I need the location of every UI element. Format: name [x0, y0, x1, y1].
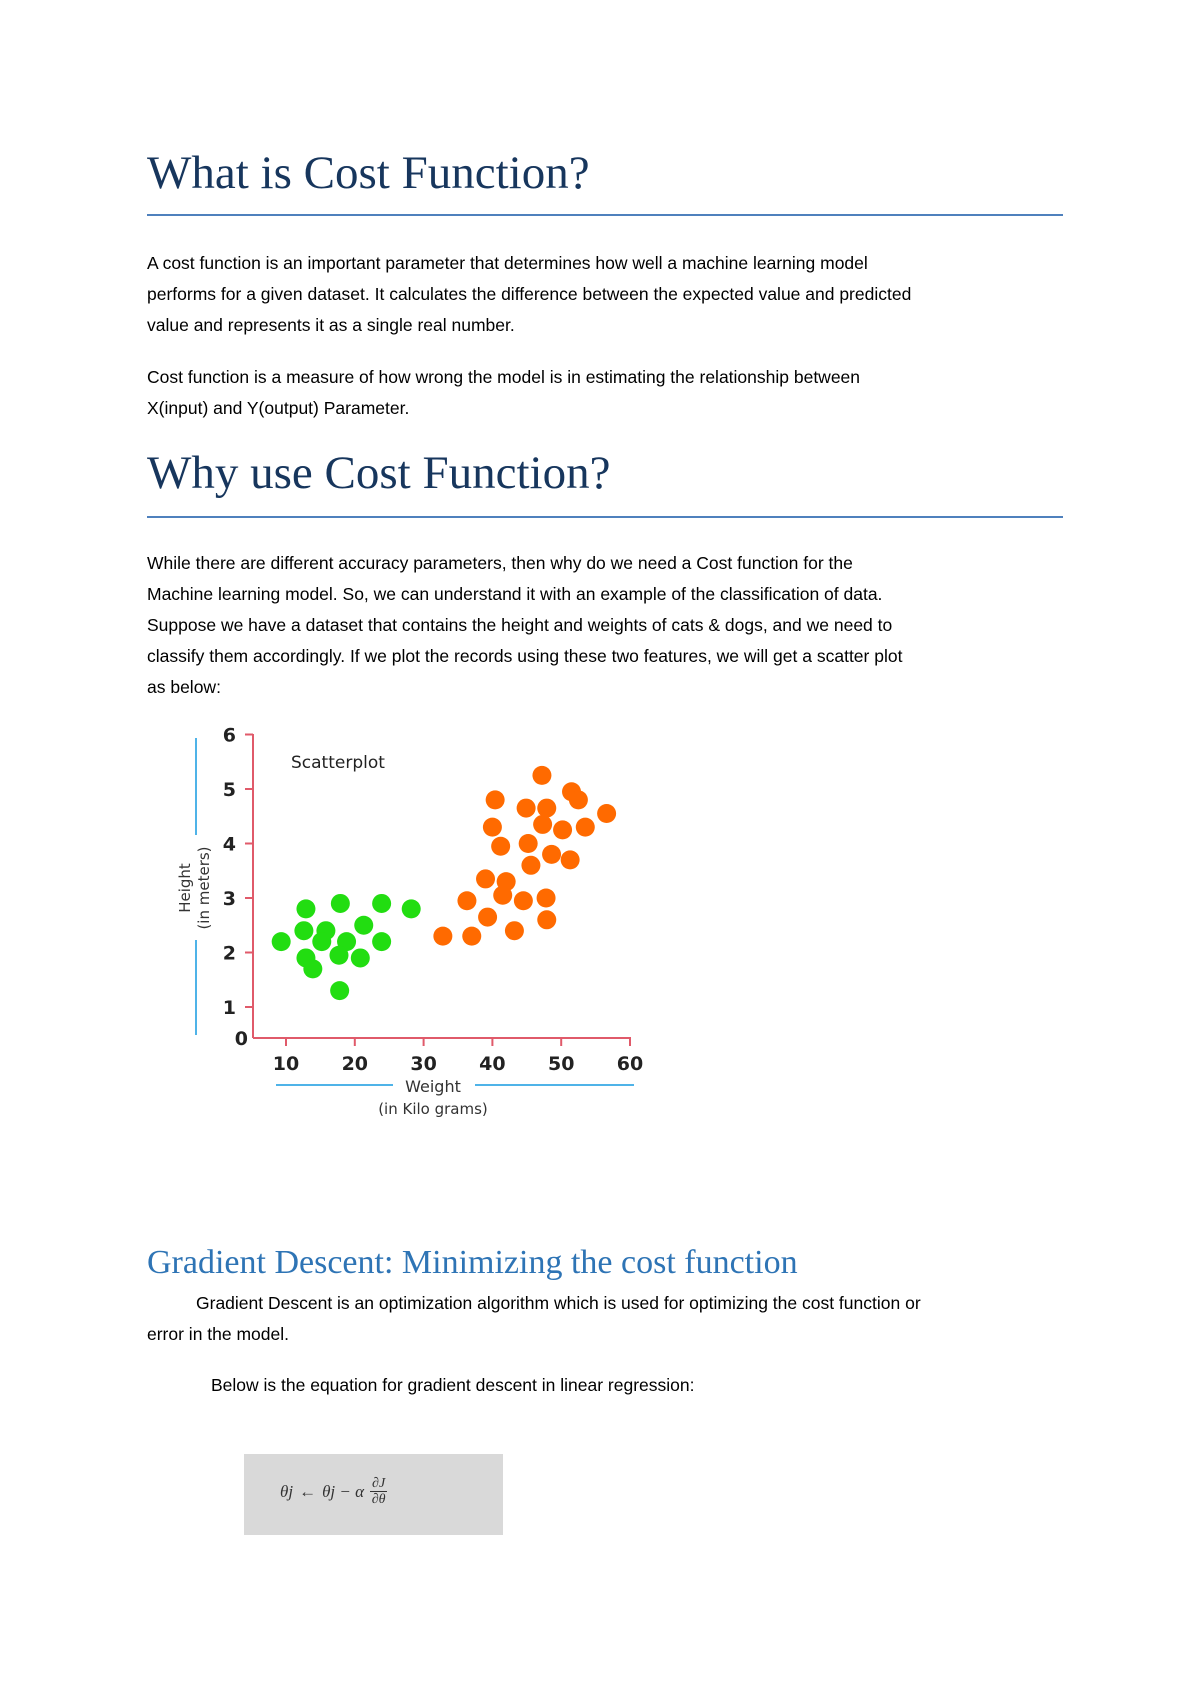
y-tick-label: 2 — [223, 943, 236, 965]
text-line: While there are different accuracy param… — [147, 553, 853, 573]
paragraph-why: While there are different accuracy param… — [147, 548, 902, 703]
paragraph-definition: A cost function is an important paramete… — [147, 248, 911, 341]
text-line: A cost function is an important paramete… — [147, 253, 868, 273]
data-point-green — [330, 893, 350, 913]
data-point-orange — [482, 817, 502, 837]
paragraph-measure: Cost function is a measure of how wrong … — [147, 362, 860, 424]
data-point-green — [372, 893, 392, 913]
data-point-green — [372, 932, 392, 952]
equation-assign: ← — [299, 1481, 317, 1501]
data-point-green — [330, 981, 350, 1001]
x-axis-sublabel: (in Kilo grams) — [378, 1100, 488, 1118]
paragraph-gradient: Gradient Descent is an optimization algo… — [147, 1288, 921, 1350]
text-line: classify them accordingly. If we plot th… — [147, 646, 903, 666]
data-point-orange — [542, 844, 562, 864]
heading-rule — [147, 516, 1063, 518]
x-tick-label: 20 — [342, 1053, 368, 1075]
y-tick-label: 0 — [235, 1028, 248, 1050]
data-point-orange — [485, 790, 505, 810]
data-point-orange — [597, 804, 617, 824]
x-tick-label: 50 — [548, 1053, 574, 1075]
text-line: error in the model. — [147, 1324, 290, 1344]
x-tick-label: 30 — [410, 1053, 436, 1075]
data-point-green — [296, 899, 316, 919]
text-line: performs for a given dataset. It calcula… — [147, 284, 912, 304]
text-line: X(input) and Y(output) Parameter. — [147, 398, 410, 418]
equation-image: θj ← θj − α ∂J ∂θ — [244, 1454, 503, 1535]
data-point-orange — [491, 836, 511, 856]
data-point-green — [294, 921, 314, 941]
fraction-denominator: ∂θ — [371, 1492, 386, 1507]
data-point-orange — [553, 820, 573, 840]
text-line: Gradient Descent is an optimization algo… — [196, 1293, 921, 1313]
data-point-orange — [516, 798, 536, 818]
data-point-green — [401, 899, 421, 919]
data-point-orange — [575, 817, 595, 837]
data-point-green — [350, 948, 370, 968]
data-point-orange — [478, 907, 498, 927]
x-tick-label: 40 — [479, 1053, 505, 1075]
data-point-orange — [533, 814, 553, 834]
data-point-orange — [496, 872, 516, 892]
y-tick-label: 1 — [223, 997, 236, 1019]
text-line: Cost function is a measure of how wrong … — [147, 367, 861, 387]
y-tick-label: 4 — [223, 834, 236, 856]
text-line: Suppose we have a dataset that contains … — [147, 615, 893, 635]
text-line: value and represents it as a single real… — [147, 315, 515, 335]
data-point-orange — [537, 910, 557, 930]
heading-gradient-descent: Gradient Descent: Minimizing the cost fu… — [147, 1244, 798, 1281]
paragraph-equation-intro: Below is the equation for gradient desce… — [211, 1375, 695, 1395]
data-point-orange — [518, 834, 538, 853]
data-point-green — [312, 932, 332, 952]
data-point-green — [354, 915, 374, 935]
data-point-orange — [536, 888, 556, 908]
data-point-green — [303, 959, 323, 979]
fraction-numerator: ∂J — [370, 1476, 388, 1492]
heading-rule — [147, 214, 1063, 216]
y-tick-label: 6 — [223, 725, 236, 747]
data-point-orange — [476, 869, 496, 889]
data-point-orange — [462, 926, 482, 946]
equation-fraction: ∂J ∂θ — [370, 1476, 388, 1507]
x-tick-label: 60 — [617, 1053, 643, 1075]
equation-rhs: θj − α — [322, 1481, 365, 1501]
data-point-orange — [504, 921, 524, 941]
data-point-orange — [521, 855, 541, 875]
y-axis-sublabel: (in meters) — [195, 846, 213, 929]
x-tick-label: 10 — [273, 1053, 299, 1075]
data-point-orange — [560, 850, 580, 870]
equation-lhs: θj — [280, 1481, 294, 1501]
x-axis-label: Weight — [405, 1077, 461, 1096]
y-tick-label: 5 — [223, 779, 236, 801]
data-point-orange — [433, 926, 453, 946]
gradient-descent-equation: θj ← θj − α ∂J ∂θ — [280, 1476, 388, 1507]
data-point-orange — [457, 891, 477, 911]
y-axis-label: Height — [176, 863, 194, 913]
data-point-orange — [537, 798, 557, 818]
data-point-orange — [532, 765, 552, 785]
data-point-green — [329, 945, 349, 965]
data-point-green — [271, 932, 291, 952]
heading-why-use-cost-function: Why use Cost Function? — [147, 447, 611, 499]
text-line: as below: — [147, 677, 221, 697]
chart-title: Scatterplot — [291, 753, 385, 773]
heading-what-is-cost-function: What is Cost Function? — [147, 147, 590, 199]
data-point-orange — [568, 790, 588, 810]
data-point-orange — [513, 891, 533, 911]
text-line: Machine learning model. So, we can under… — [147, 584, 883, 604]
y-tick-label: 3 — [223, 888, 236, 910]
